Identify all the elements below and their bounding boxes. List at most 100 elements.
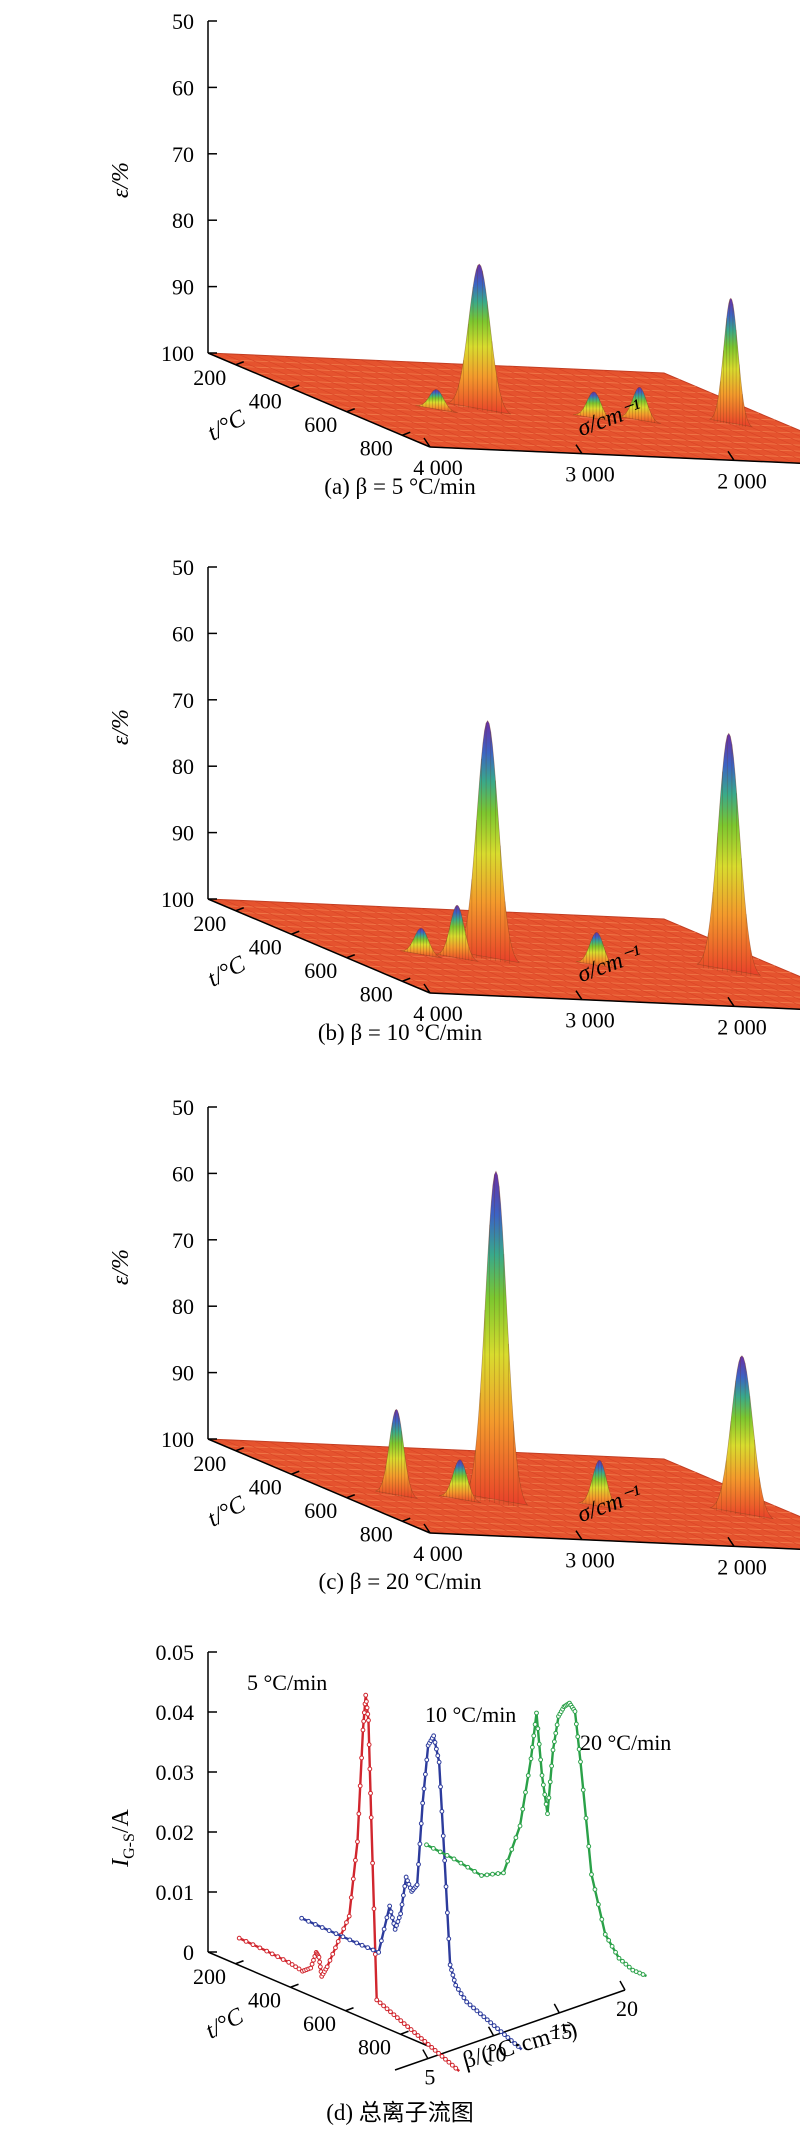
series-point	[606, 1937, 612, 1943]
series-point	[360, 1727, 366, 1733]
series-point	[609, 1943, 615, 1949]
series-point	[431, 1733, 437, 1739]
series-point	[333, 1931, 339, 1937]
series-point	[326, 1928, 332, 1933]
series-point	[376, 1949, 382, 1955]
sigma-tick-mark	[423, 437, 431, 448]
series-point	[442, 1858, 448, 1863]
panel-d-zlabel-main: I	[108, 1858, 134, 1868]
series-point	[408, 2027, 414, 2032]
series-point	[616, 1955, 622, 1961]
t-tick-mark	[346, 408, 356, 413]
series-point	[549, 1763, 555, 1769]
series-point	[422, 2039, 428, 2044]
t-tick-label: 600	[304, 958, 337, 983]
series-point	[433, 1746, 439, 1752]
surface-grid-line	[511, 912, 735, 1007]
series-point	[348, 1895, 354, 1900]
t-tick-mark	[345, 2007, 354, 2012]
series-point	[453, 1982, 459, 1988]
t-tick-label: 400	[249, 1474, 282, 1499]
t-tick-mark	[401, 977, 411, 982]
series-point	[333, 1945, 338, 1951]
z-tick-label: 60	[172, 1161, 194, 1186]
series-point	[317, 1959, 323, 1965]
t-tick-label: 800	[358, 2034, 391, 2059]
series-point	[640, 1972, 646, 1977]
surface-grid-line	[238, 1440, 461, 1535]
z-tick-label: 0.01	[156, 1880, 195, 1905]
series-point	[356, 1811, 362, 1817]
series-point	[546, 1795, 552, 1801]
series-point	[599, 1917, 605, 1922]
surface-peak	[709, 1355, 774, 1520]
surface-grid-line	[420, 362, 643, 457]
series-point	[540, 1782, 546, 1788]
panel-d-ylabel: β/(°C·cm⁻¹)	[460, 2017, 580, 2074]
z-tick-label: 50	[172, 555, 194, 580]
series-point	[440, 1833, 446, 1839]
series-point	[439, 2053, 445, 2059]
series-point	[573, 1721, 579, 1727]
surface-peak	[575, 932, 618, 970]
panel-d-zlabel-unit: /A	[108, 1808, 134, 1833]
series-point	[550, 1747, 556, 1753]
series-point	[335, 1939, 341, 1944]
series-point	[528, 1756, 534, 1762]
series-point	[368, 1790, 373, 1796]
series-point	[365, 1711, 371, 1717]
series-point	[535, 1726, 541, 1731]
panel-d-zlabel: IG-S/A	[108, 1808, 138, 1867]
beta-tick-label: 10	[485, 2042, 507, 2067]
series-point	[364, 1699, 369, 1704]
series-point	[395, 1919, 401, 1924]
series-point	[359, 1942, 365, 1948]
sigma-tick-label: 2 000	[717, 468, 767, 493]
surface-grid-line	[511, 1452, 735, 1547]
surface-grid-line	[223, 1439, 446, 1534]
surface-grid-line	[587, 1455, 800, 1546]
series-point	[551, 1739, 557, 1745]
series-point	[517, 1823, 523, 1829]
series-point	[236, 1935, 242, 1941]
surface-grid-line	[648, 372, 800, 437]
t-tick-mark	[346, 1494, 356, 1499]
t-axis-line	[207, 1438, 431, 1534]
series-point	[602, 1931, 608, 1937]
surface-grid-line	[253, 354, 476, 450]
series-point	[538, 1757, 544, 1763]
series-point	[344, 1920, 349, 1925]
surface-peak	[400, 927, 443, 959]
series-point	[363, 1692, 369, 1698]
z-tick-label: 50	[172, 9, 194, 34]
series-point	[458, 1991, 464, 1996]
surface-grid-line	[299, 356, 522, 452]
series-point	[531, 1733, 537, 1739]
t-tick-label: 600	[303, 2011, 336, 2036]
t-tick-label: 200	[193, 911, 226, 936]
surface-peak	[415, 389, 458, 414]
t-tick-label: 400	[249, 388, 282, 413]
series-point	[472, 1868, 478, 1874]
series-point	[394, 2015, 400, 2021]
surface-grid-line	[405, 361, 628, 456]
t-axis-line	[207, 352, 431, 448]
t-tick-label: 200	[193, 1964, 226, 1989]
series-point	[289, 1962, 295, 1967]
series-point	[264, 1948, 270, 1954]
sigma-tick-label: 4 000	[413, 455, 463, 480]
z-tick-label: 90	[172, 821, 194, 846]
series-point	[400, 1893, 406, 1898]
series-point	[425, 2042, 431, 2047]
sigma-tick-label: 4 000	[413, 1001, 463, 1026]
z-tick-label: 100	[161, 341, 194, 366]
sigma-tick-mark	[727, 1536, 735, 1547]
series-point	[495, 2026, 500, 2032]
series-point	[461, 1995, 467, 2001]
surface-grid-line	[253, 1440, 476, 1536]
series-label: 20 °C/min	[580, 1730, 671, 1755]
series-point	[525, 1773, 531, 1778]
series-point	[498, 2029, 504, 2035]
series-point	[399, 1902, 405, 1907]
